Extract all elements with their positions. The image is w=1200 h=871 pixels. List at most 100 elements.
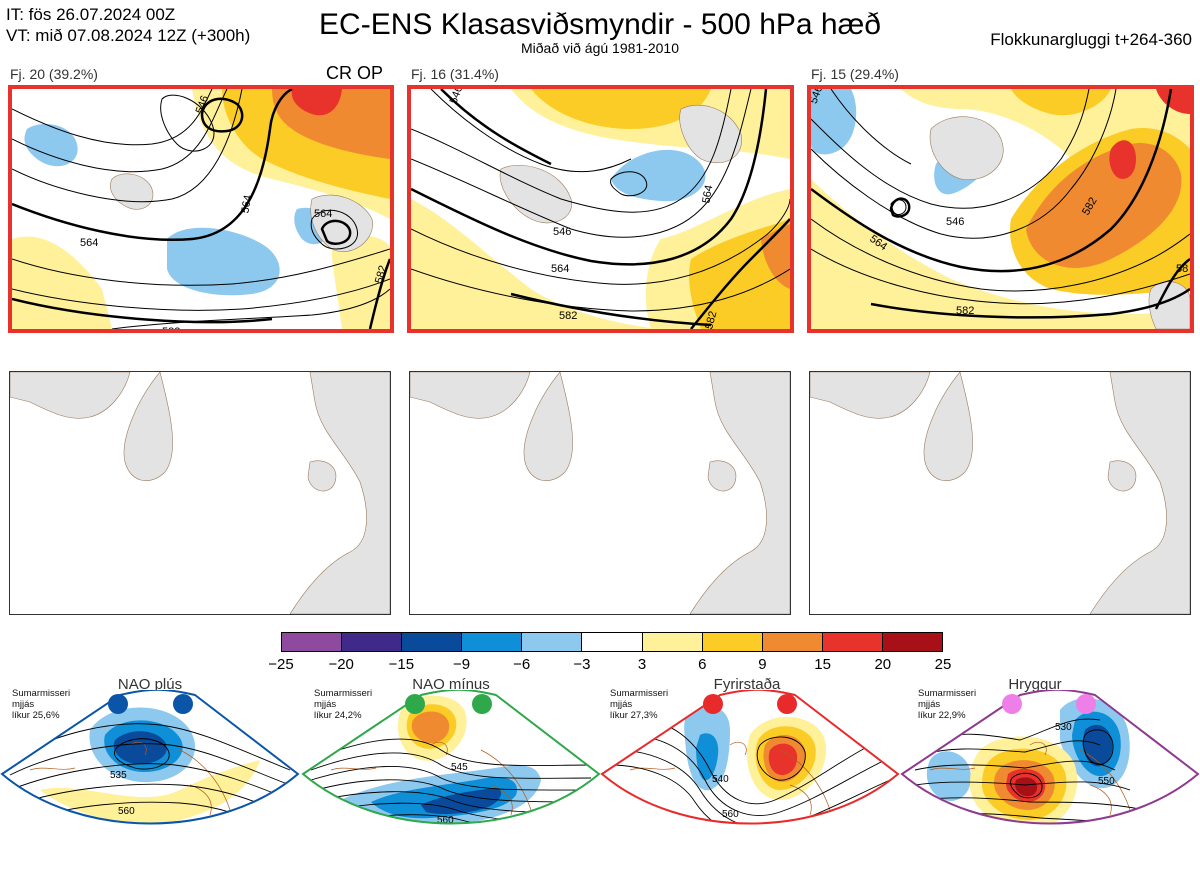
regime-2-months: mjjás xyxy=(314,699,337,710)
regime-2-marker-right xyxy=(472,694,492,714)
regime-2-contour-label: 545 xyxy=(451,762,468,773)
colorbar-tick-label: 15 xyxy=(814,656,831,673)
cluster-1-contour-label: 582 xyxy=(162,326,180,329)
valid-time: VT: mið 07.08.2024 12Z (+300h) xyxy=(6,26,251,45)
cluster-1-contour-label: 582 xyxy=(230,328,248,329)
empty-map-3[interactable] xyxy=(809,371,1191,615)
cluster-window: Flokkunargluggi t+264-360 xyxy=(990,30,1192,49)
regime-4-contour-label: 575 xyxy=(1092,838,1109,849)
regime-4-name: Hryggur xyxy=(1008,676,1062,693)
regime-4-map[interactable]: 530 550 575 xyxy=(900,690,1200,871)
regime-3-map[interactable]: 540 560 575 xyxy=(600,690,900,871)
empty-map-2-graphic xyxy=(410,372,790,614)
cluster-2-contour-label: 564 xyxy=(551,263,569,275)
regime-4-probability: líkur 22,9% xyxy=(918,710,966,721)
cluster-1-contour-label: 564 xyxy=(80,237,98,249)
regime-1-months: mjjás xyxy=(12,699,35,710)
cluster-2-contour-label: 546 xyxy=(553,226,571,238)
regime-4-months: mjjás xyxy=(918,699,941,710)
regime-4-contour-label: 530 xyxy=(1055,722,1072,733)
regime-4-info: Sumarmisseri mjjás líkur 22,9% xyxy=(918,688,976,721)
colorbar-swatch xyxy=(702,633,763,651)
colorbar-tick-label: −20 xyxy=(328,656,354,673)
regime-1-probability: líkur 25,6% xyxy=(12,710,60,721)
regime-3-contour-label: 560 xyxy=(722,809,739,820)
regime-2-name: NAO mínus xyxy=(412,676,490,693)
colorbar-swatch xyxy=(642,633,703,651)
cluster-1-tag: CR OP xyxy=(326,63,384,83)
cluster-3-contour-label: 58 xyxy=(1176,263,1188,275)
regime-2-contour-label: 560 xyxy=(437,815,454,826)
regime-3-name: Fyrirstaða xyxy=(713,676,781,693)
cluster-1-label: Fj. 20 (39.2%) xyxy=(10,66,98,82)
colorbar-tick-label: 3 xyxy=(637,656,647,673)
regime-1-marker-right xyxy=(173,694,193,714)
regime-3-probability: líkur 27,3% xyxy=(610,710,658,721)
colorbar xyxy=(281,632,943,652)
empty-map-2[interactable] xyxy=(409,371,791,615)
colorbar-swatch xyxy=(402,633,463,651)
colorbar-tick-label: 6 xyxy=(698,656,707,673)
colorbar-tick-label: 25 xyxy=(934,656,952,673)
cluster-2-contour-label: 582 xyxy=(703,310,719,329)
colorbar-tick-label: −15 xyxy=(388,656,415,673)
colorbar-tick-label: −25 xyxy=(268,656,294,673)
cluster-1-contour-label: 564 xyxy=(239,194,254,214)
colorbar-swatch xyxy=(582,633,643,651)
page-subtitle: Miðað við ágú 1981-2010 xyxy=(520,40,679,56)
colorbar-swatch xyxy=(282,633,343,651)
regime-1-marker-left xyxy=(108,694,128,714)
cluster-1-contour-label: 582 xyxy=(373,264,389,285)
colorbar-swatch xyxy=(882,633,943,651)
empty-map-1[interactable] xyxy=(9,371,391,615)
init-time: IT: fös 26.07.2024 00Z xyxy=(6,5,176,24)
cluster-2-contour-label: 582 xyxy=(559,310,577,322)
cluster-1-map-graphic: 546 564 564 564 582 582 582 xyxy=(12,89,390,329)
page-title: EC-ENS Klasasviðsmyndir - 500 hPa hæð xyxy=(319,8,881,41)
regime-1-contour-label: 560 xyxy=(118,806,135,817)
regime-3-marker-right xyxy=(777,694,797,714)
regime-2-map[interactable]: 545 560 575 xyxy=(301,690,601,871)
empty-map-1-graphic xyxy=(10,372,390,614)
regime-4-contour-label: 550 xyxy=(1098,776,1115,787)
cluster-1-map[interactable]: 546 564 564 564 582 582 582 xyxy=(8,85,394,333)
cluster-3-contour-label: 582 xyxy=(956,305,974,317)
colorbar-tick-label: 20 xyxy=(874,656,892,673)
regime-2-contour-label: 575 xyxy=(447,850,464,861)
regime-1-season: Sumarmisseri xyxy=(12,688,71,699)
regime-1-contour-label: 535 xyxy=(110,770,127,781)
empty-map-3-graphic xyxy=(810,372,1190,614)
cluster-2-contour-label: 564 xyxy=(700,184,715,204)
colorbar-swatch xyxy=(342,633,403,651)
colorbar-swatch xyxy=(822,633,883,651)
colorbar-swatch xyxy=(762,633,823,651)
cluster-3-contour-label: 546 xyxy=(946,216,964,228)
regime-3-contour-label: 540 xyxy=(712,774,729,785)
regime-1-map[interactable]: 535 560 xyxy=(0,690,300,871)
regime-3-months: mjjás xyxy=(610,699,633,710)
regime-4-marker-left xyxy=(1002,694,1022,714)
cluster-3-label: Fj. 15 (29.4%) xyxy=(811,66,899,82)
cluster-2-map[interactable]: 546 546 564 564 582 582 xyxy=(407,85,794,333)
regime-4-season: Sumarmisseri xyxy=(918,688,977,699)
regime-1-name: NAO plús xyxy=(117,676,183,693)
colorbar-tick-label: −3 xyxy=(573,656,591,673)
colorbar-tick-label: −9 xyxy=(452,656,471,673)
regime-3-info: Sumarmisseri mjjás líkur 27,3% xyxy=(610,688,668,721)
colorbar-swatch xyxy=(522,633,583,651)
cluster-2-label: Fj. 16 (31.4%) xyxy=(411,66,499,82)
colorbar-tick-label: −6 xyxy=(513,656,531,673)
regime-2-season: Sumarmisseri xyxy=(314,688,373,699)
colorbar-swatch xyxy=(462,633,523,651)
regime-2-info: Sumarmisseri mjjás líkur 24,2% xyxy=(314,688,372,721)
cluster-1-contour-label: 546 xyxy=(194,94,212,115)
regime-2-marker-left xyxy=(405,694,425,714)
regime-3-marker-left xyxy=(703,694,723,714)
regime-3-season: Sumarmisseri xyxy=(610,688,669,699)
cluster-2-map-graphic: 546 546 564 564 582 582 xyxy=(411,89,790,329)
cluster-3-map-graphic: 546 546 564 582 582 58 xyxy=(811,89,1190,329)
regime-4-marker-right xyxy=(1076,694,1096,714)
colorbar-tick-label: 9 xyxy=(758,656,767,673)
regime-2-probability: líkur 24,2% xyxy=(314,710,362,721)
cluster-3-map[interactable]: 546 546 564 582 582 58 xyxy=(807,85,1194,333)
